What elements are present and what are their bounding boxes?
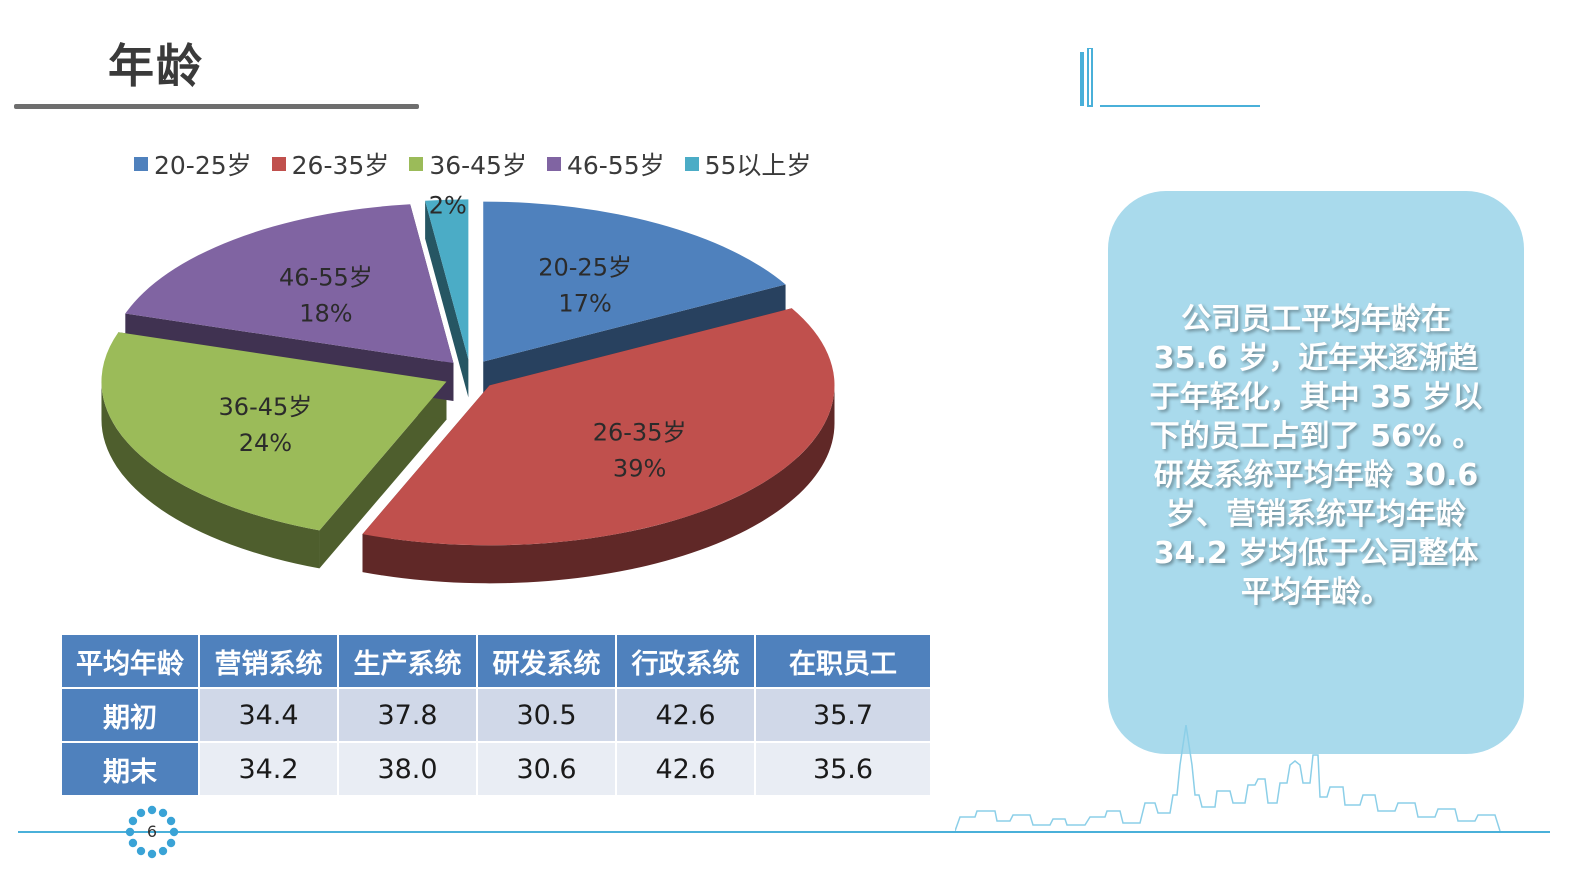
table-cell: 35.7 [755, 687, 932, 742]
legend-swatch [409, 157, 424, 171]
pie-slice-percent-label: 39% [613, 455, 666, 483]
legend-swatch [134, 157, 148, 171]
pie-slice-side [319, 381, 447, 569]
summary-text-line: 公司员工平均年龄在 [1181, 302, 1451, 337]
pie-slice-category-label: 46-55岁 [279, 263, 373, 291]
ring-dot [136, 808, 146, 818]
table-header-cell: 研发系统 [477, 635, 617, 688]
pie-slice-percent-label: 18% [299, 299, 352, 327]
pie-slice-category-label: 36-45岁 [219, 393, 313, 421]
legend-label: 46-55岁 [566, 151, 665, 180]
pie-slice [125, 204, 454, 363]
ring-dot [169, 827, 179, 837]
ring-dot [128, 838, 138, 848]
summary-text: 公司员工平均年龄在 35.6 岁，近年来逐渐趋 于年轻化，其中 35 岁以 下的员工占… [1130, 300, 1502, 612]
legend-swatch [546, 157, 561, 171]
legend-swatch [684, 157, 699, 171]
ring-dot [136, 846, 146, 856]
pie-slice [101, 332, 447, 531]
pie-slice-percent-label: 2% [429, 192, 467, 220]
legend-item: 36-45岁 [409, 146, 527, 182]
table-cell: 35.6 [755, 741, 932, 795]
summary-text-line: 岁、营销系统平均年龄 [1166, 497, 1466, 532]
table-cell: 42.6 [616, 687, 756, 742]
table-row-header: 期末 [62, 741, 200, 795]
table-header-cell: 营销系统 [199, 635, 339, 688]
table-row: 期初 34.4 37.8 30.5 42.6 35.7 [62, 687, 932, 742]
pie-slice [483, 201, 786, 362]
ring-dot [158, 808, 168, 818]
summary-text-line: 研发系统平均年龄 30.6 [1153, 458, 1479, 493]
table-row: 期末 34.2 38.0 30.6 42.6 35.6 [62, 741, 932, 795]
ring-dot [158, 846, 168, 856]
table-header-cell: 行政系统 [616, 635, 756, 688]
summary-text-line: 35.6 岁，近年来逐渐趋 [1153, 341, 1479, 376]
page-number: 6 [146, 822, 158, 841]
ring-dot [125, 827, 135, 837]
table-cell: 34.4 [199, 687, 339, 742]
pie-chart: 20-25岁 17% 26-35岁 39% 36-45岁 24% 46-55岁 18% 2% [101, 192, 835, 584]
page-title: 年龄 [108, 39, 204, 93]
table-cell: 30.5 [477, 687, 617, 742]
summary-text-line: 34.2 岁均低于公司整体 [1153, 536, 1479, 571]
legend-label: 26-35岁 [291, 151, 390, 180]
table-header-cell: 平均年龄 [62, 635, 200, 688]
pie-slice-side [362, 385, 835, 584]
ring-dot [147, 849, 157, 859]
decorative-bracket [1080, 48, 1260, 107]
summary-text-line: 平均年龄。 [1241, 575, 1391, 610]
pie-slice [362, 308, 835, 546]
table-cell: 30.6 [477, 741, 617, 795]
legend-item: 46-55岁 [546, 146, 665, 182]
pie-slice-category-label: 20-25岁 [538, 254, 632, 282]
ring-dot [147, 805, 157, 815]
table-header-cell: 生产系统 [338, 635, 478, 688]
footer-line [18, 831, 1550, 833]
page-number-ring [125, 805, 179, 859]
chart-legend: 20-25岁 26-35岁 36-45岁 46-55岁 55以上岁 [134, 146, 811, 182]
pie-slice-side [101, 381, 320, 569]
legend-label: 20-25岁 [154, 151, 252, 180]
pie-slice-category-label: 26-35岁 [593, 419, 687, 447]
legend-swatch [271, 157, 286, 171]
legend-item: 20-25岁 [134, 146, 252, 182]
table-cell: 37.8 [338, 687, 478, 742]
average-age-table: 平均年龄 营销系统 生产系统 研发系统 行政系统 在职员工 期初 34.4 37.8 30.5 4… [62, 635, 932, 795]
table-cell: 38.0 [338, 741, 478, 795]
city-skyline-decoration [955, 725, 1501, 832]
pie-slice-percent-label: 24% [239, 429, 292, 457]
table-header-cell: 在职员工 [755, 635, 932, 688]
summary-text-line: 于年轻化，其中 35 岁以 [1149, 380, 1483, 415]
legend-label: 55以上岁 [704, 151, 812, 180]
summary-callout-box [1108, 191, 1524, 754]
legend-label: 36-45岁 [429, 151, 527, 180]
table-row-header: 期初 [62, 687, 200, 742]
legend-item: 55以上岁 [684, 146, 812, 182]
table-cell: 42.6 [616, 741, 756, 795]
ring-dot [166, 816, 176, 826]
pie-slice [425, 199, 469, 360]
pie-slice-percent-label: 17% [558, 290, 611, 318]
table-header-row: 平均年龄 营销系统 生产系统 研发系统 行政系统 在职员工 [62, 635, 932, 688]
title-underline [14, 104, 419, 109]
pie-slice-side [425, 200, 469, 398]
table-cell: 34.2 [199, 741, 339, 795]
summary-text-line: 下的员工占到了 56% 。 [1149, 419, 1483, 454]
legend-item: 26-35岁 [271, 146, 390, 182]
ring-dot [128, 816, 138, 826]
ring-dot [166, 838, 176, 848]
